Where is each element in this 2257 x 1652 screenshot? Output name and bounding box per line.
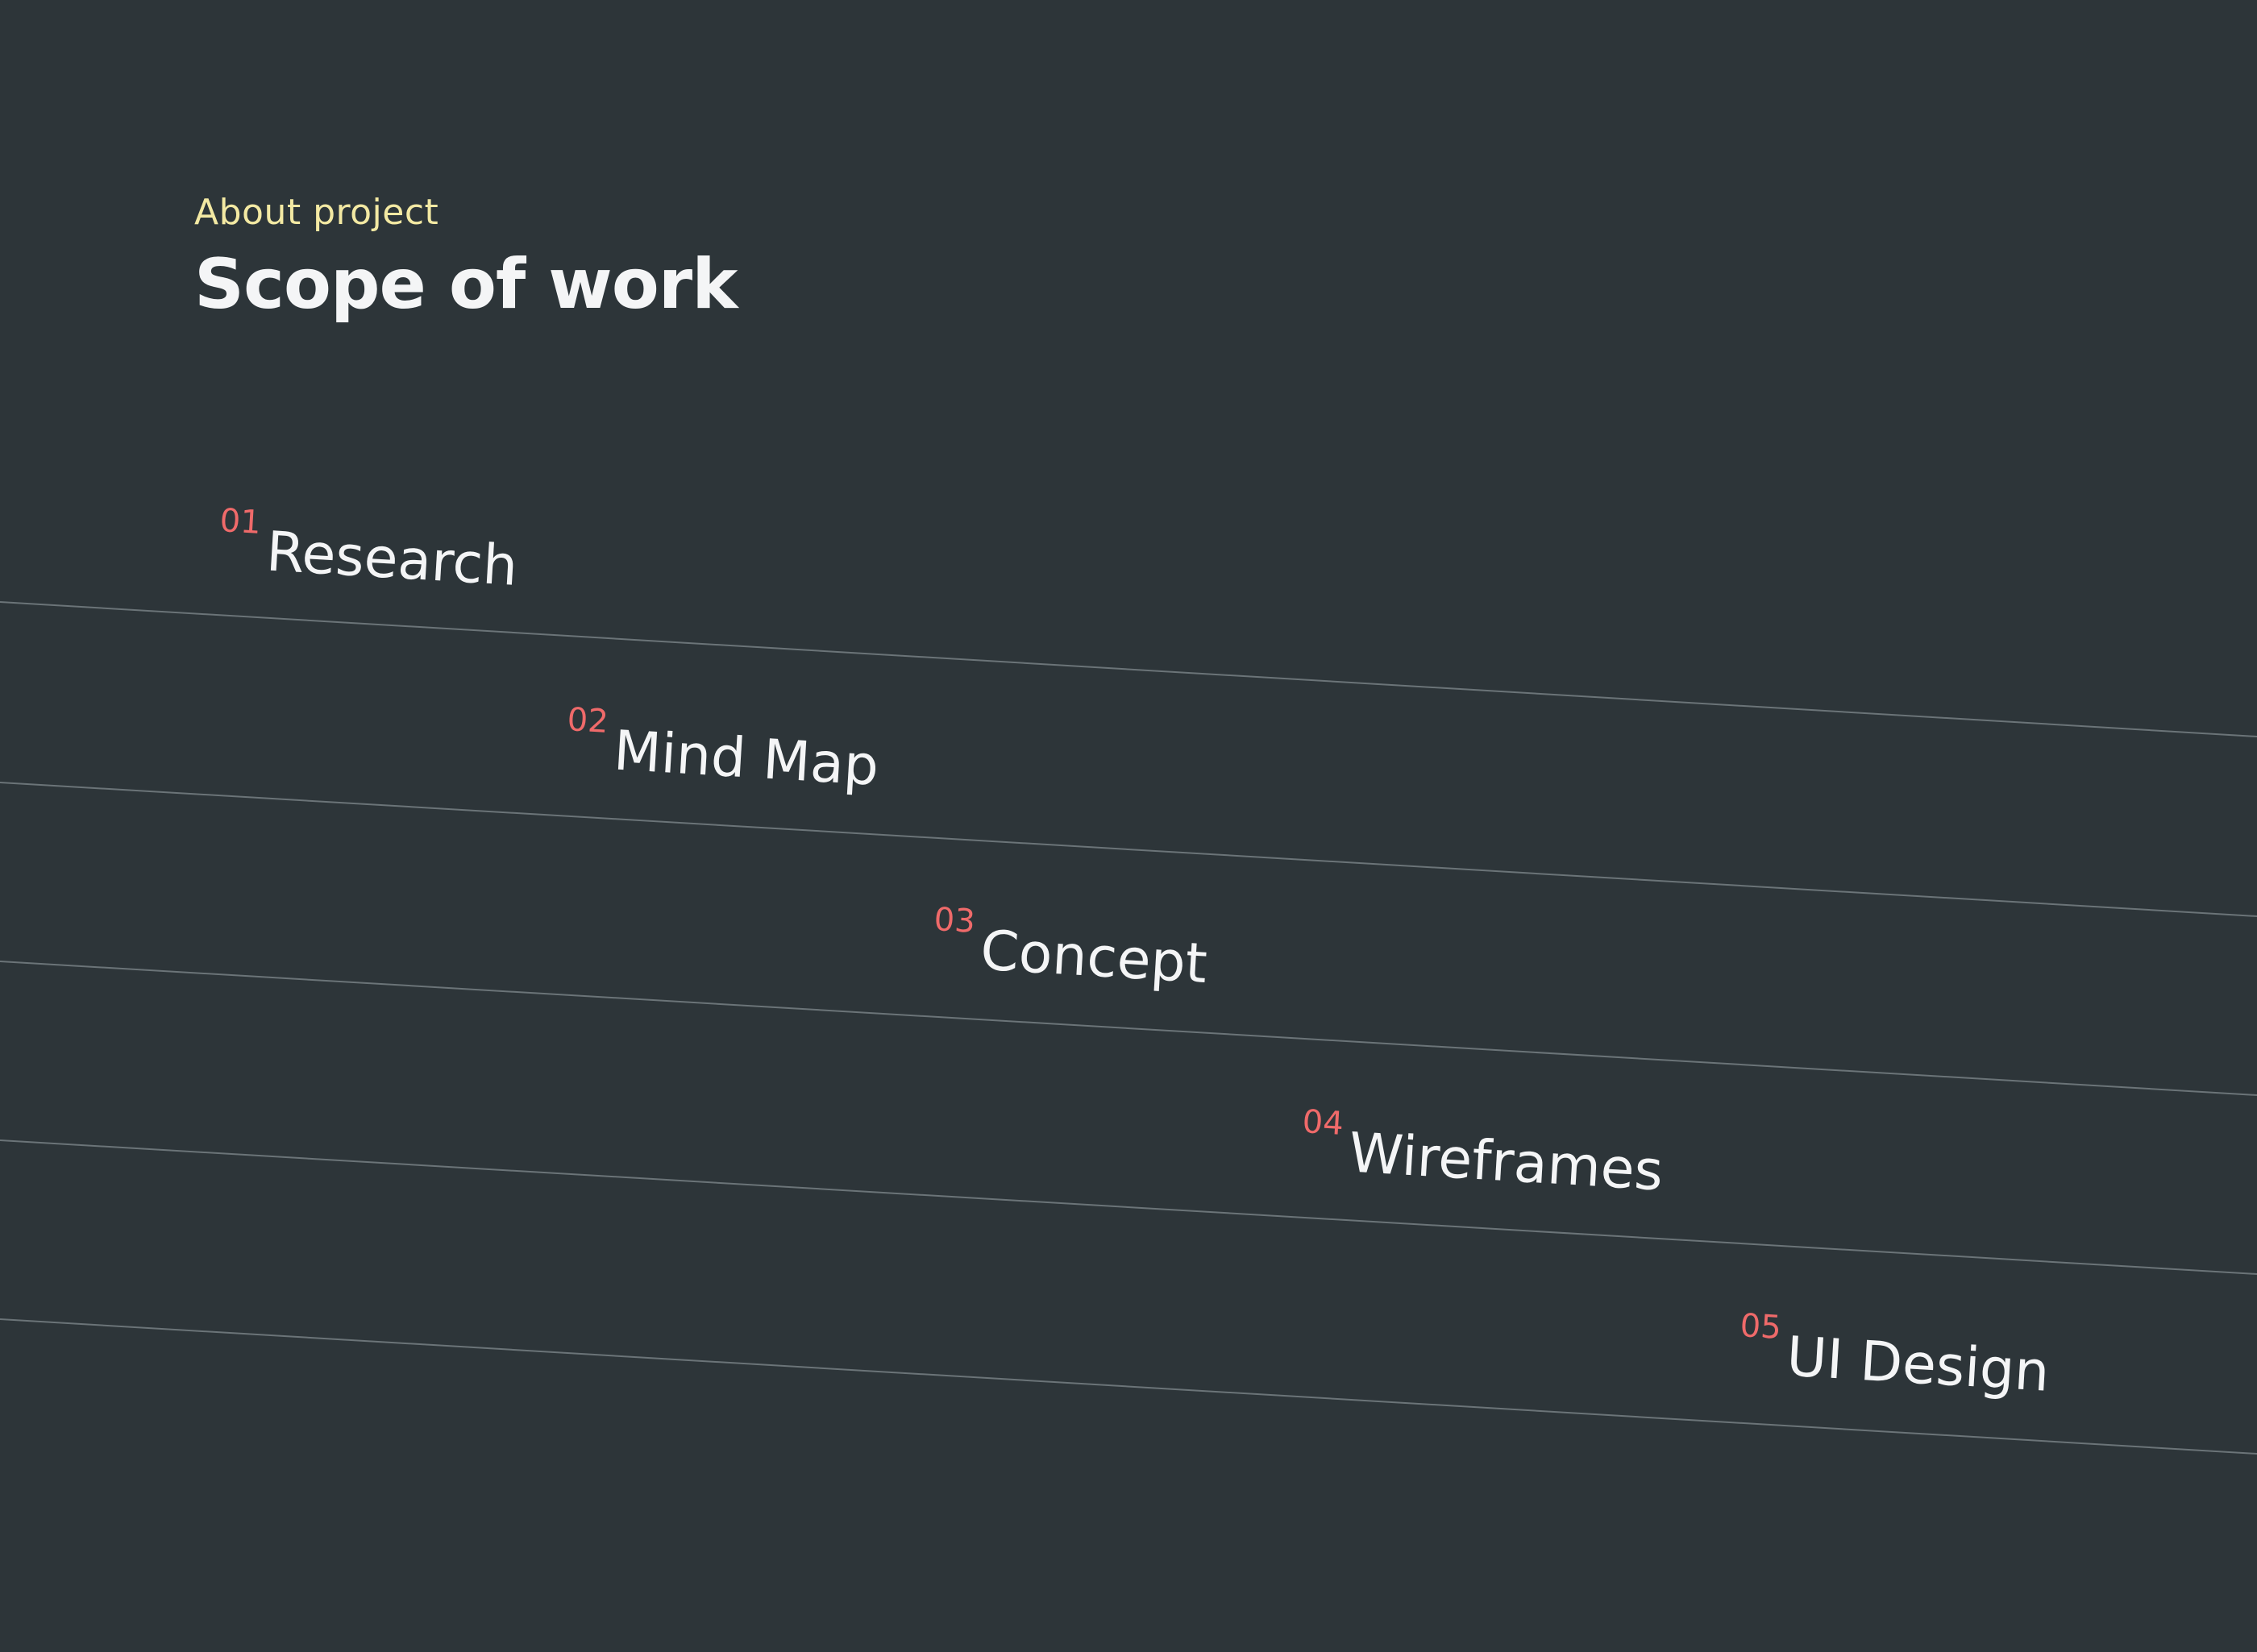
- divider-line-5: [0, 1318, 2257, 1455]
- step-label: Research: [264, 520, 520, 599]
- page-title: Scope of work: [194, 244, 738, 325]
- step-label: Concept: [979, 919, 1209, 997]
- section-eyebrow: About project: [194, 192, 439, 233]
- step-number: 04: [1301, 1103, 1345, 1143]
- step-number: 01: [218, 502, 262, 542]
- divider-line-1: [0, 601, 2257, 737]
- section-header: About project Scope of work: [194, 192, 738, 325]
- step-label: Mind Map: [612, 719, 881, 799]
- step-label: UI Design: [1785, 1325, 2051, 1405]
- step-number: 02: [566, 701, 609, 741]
- divider-line-3: [0, 961, 2257, 1096]
- step-number: 05: [1739, 1307, 1782, 1347]
- divider-line-2: [0, 782, 2257, 917]
- divider-line-4: [0, 1139, 2257, 1275]
- step-number: 03: [933, 901, 976, 940]
